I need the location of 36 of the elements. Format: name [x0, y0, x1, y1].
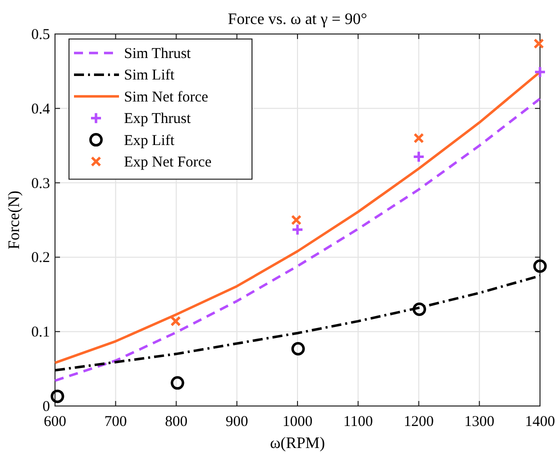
x-tick-label: 1300: [464, 414, 494, 430]
y-axis-title: Force(N): [6, 190, 23, 250]
point: [291, 214, 302, 226]
x-tick-label: 900: [226, 414, 248, 430]
point: [50, 390, 64, 404]
x-tick-label: 700: [104, 414, 127, 430]
chart-title: Force vs. ω at γ = 90°: [228, 11, 368, 28]
x-tick-label: 1100: [343, 414, 373, 430]
y-tick-label: 0.5: [31, 27, 50, 43]
x-tick-label: 1000: [282, 414, 312, 430]
point: [291, 223, 304, 236]
y-tick-label: 0.4: [31, 101, 50, 118]
point: [533, 259, 547, 273]
x-axis-title: ω(RPM): [270, 435, 325, 452]
legend-label: Sim Lift: [124, 68, 176, 84]
point: [412, 302, 426, 316]
x-tick-label: 800: [165, 414, 188, 430]
legend-label: Sim Thrust: [124, 46, 192, 62]
point: [170, 316, 181, 326]
legend-label: Exp Net Force: [124, 154, 212, 170]
y-tick-label: 0.1: [31, 324, 50, 341]
point: [170, 376, 184, 390]
y-tick-label: 0.3: [31, 176, 50, 192]
x-tick-label: 1400: [525, 414, 555, 430]
x-tick-label: 1200: [404, 414, 434, 430]
point: [414, 132, 424, 144]
point: [534, 38, 544, 49]
legend-label: Sim Net force: [124, 89, 208, 106]
point: [534, 66, 546, 78]
point: [412, 150, 425, 164]
point: [291, 342, 305, 356]
legend-label: Exp Thrust: [124, 111, 192, 128]
x-tick-label: 600: [44, 414, 66, 430]
y-tick-label: 0.2: [31, 250, 50, 266]
y-tick-label: 0: [42, 399, 50, 415]
legend-label: Exp Lift: [124, 132, 176, 149]
